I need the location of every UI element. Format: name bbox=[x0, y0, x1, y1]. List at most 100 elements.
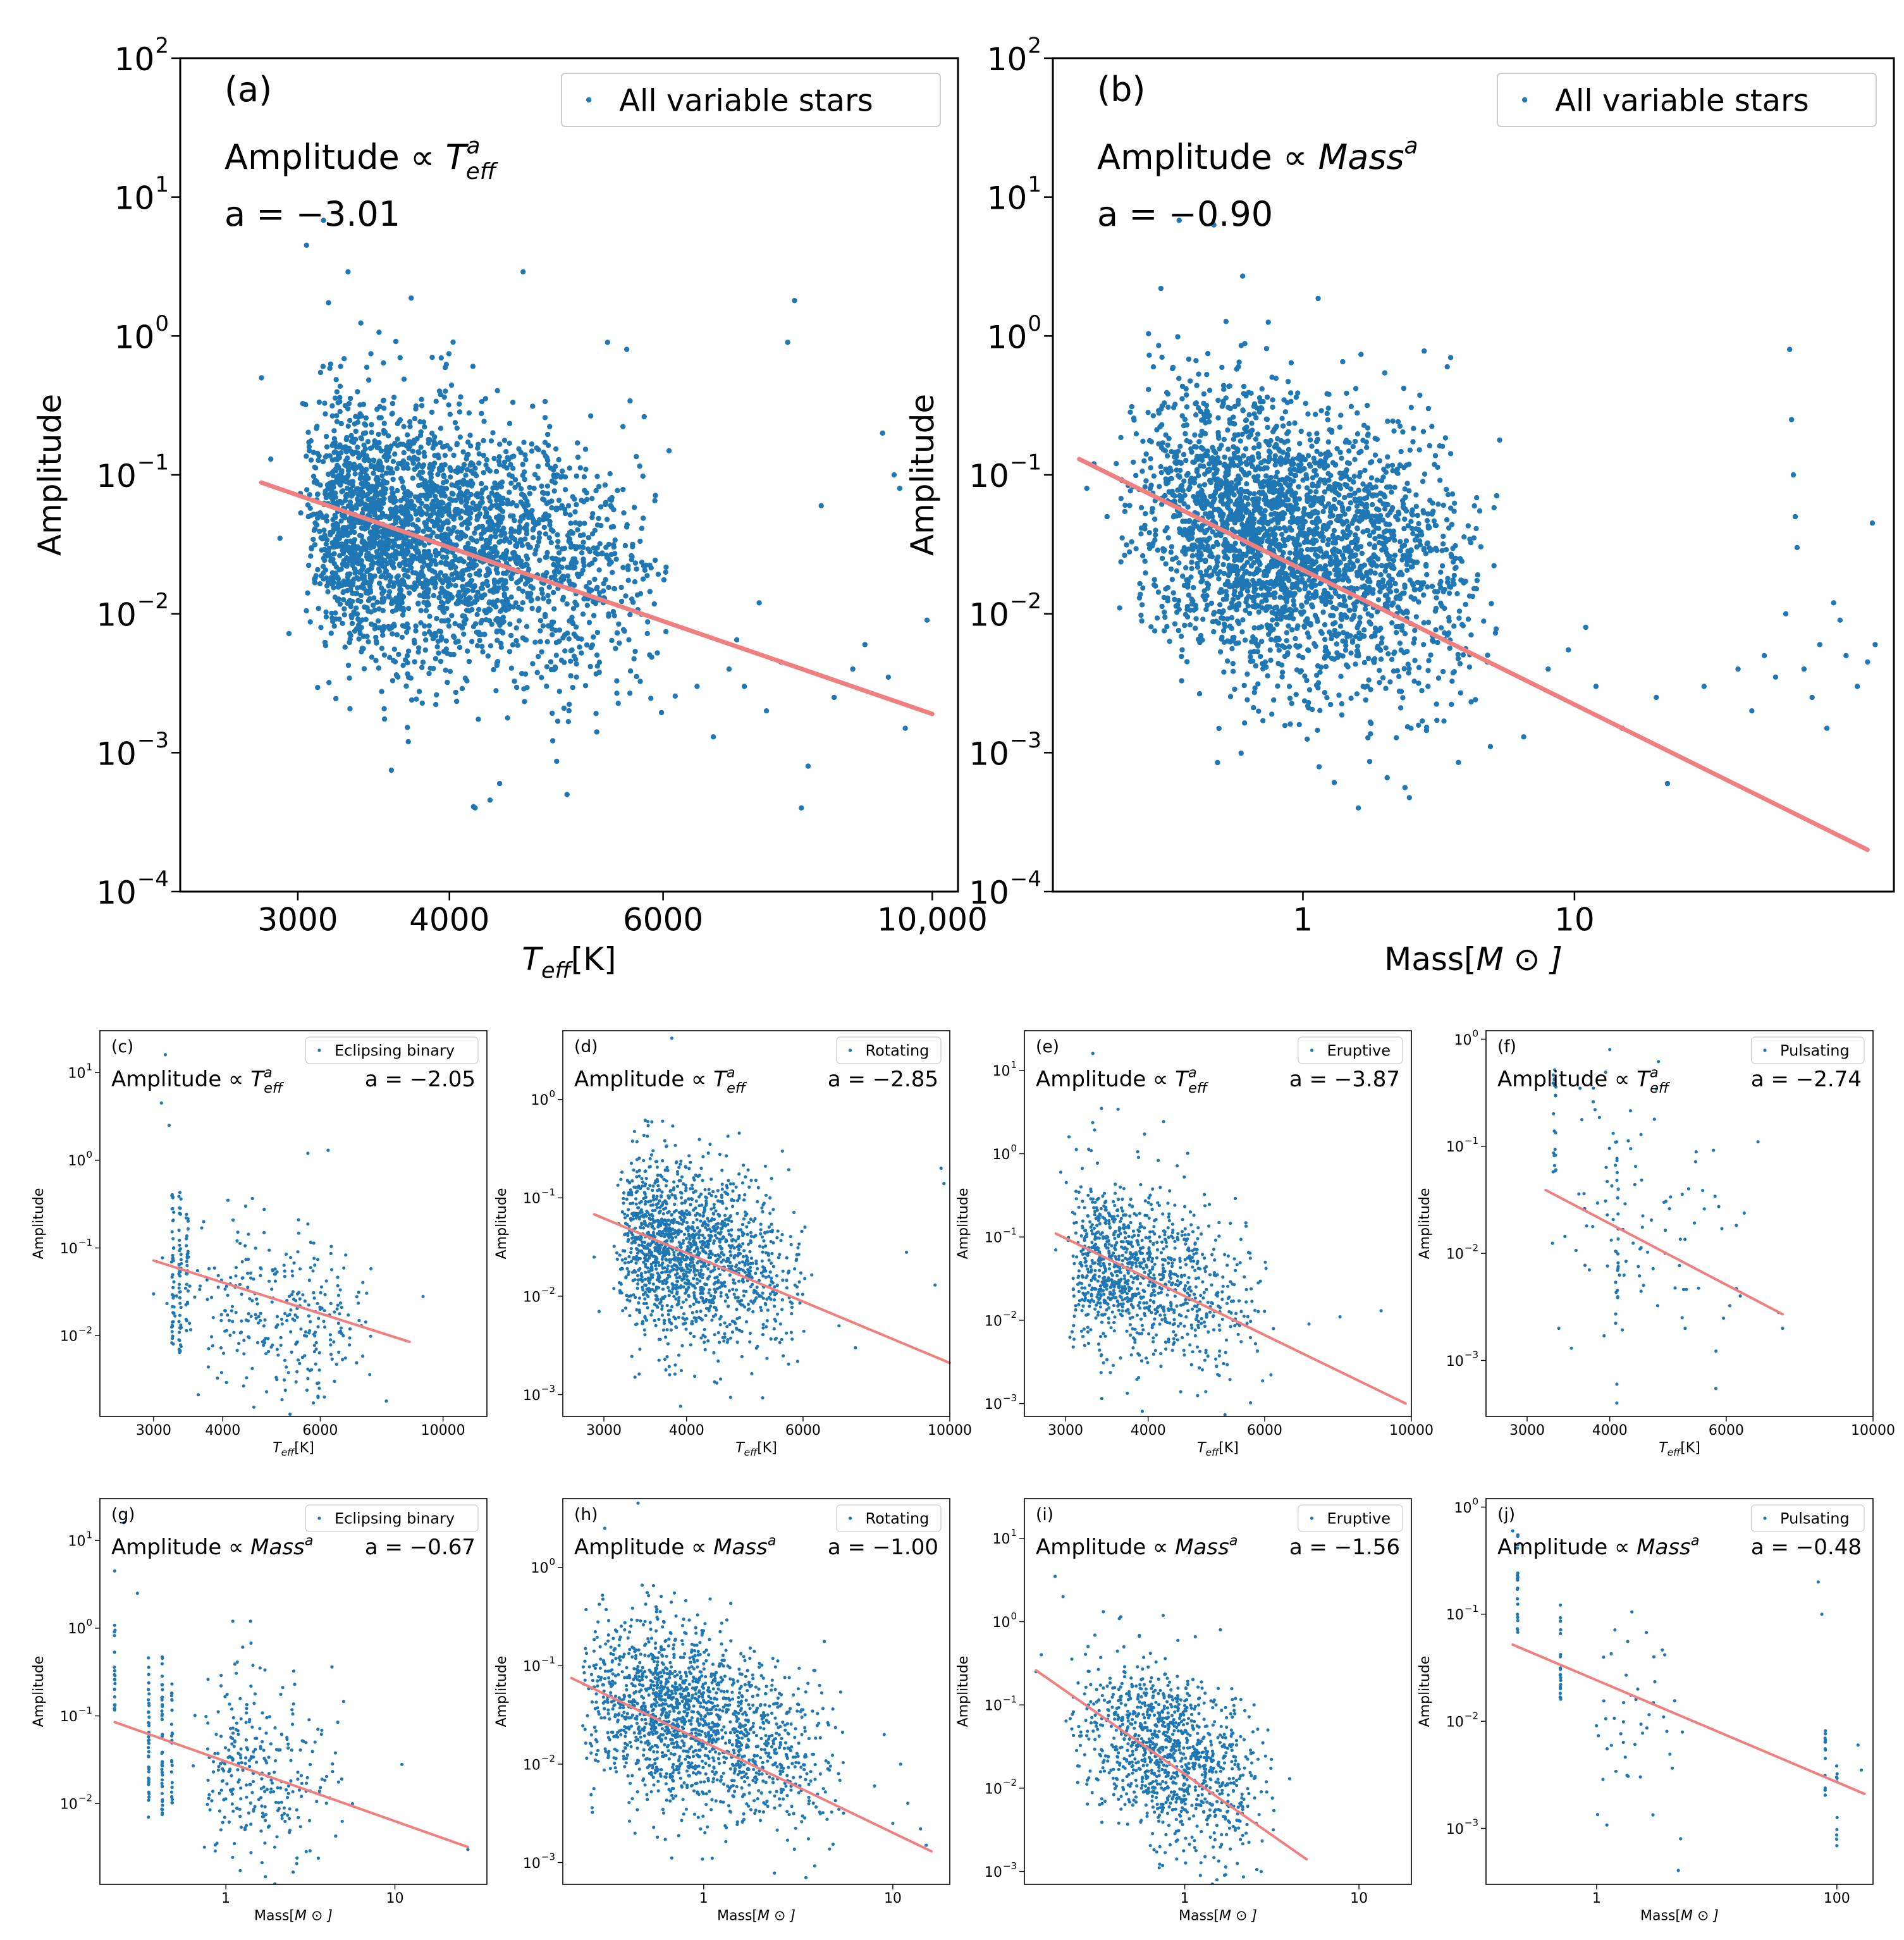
data-point bbox=[1256, 395, 1263, 401]
data-point bbox=[422, 593, 427, 599]
data-point bbox=[1152, 628, 1158, 634]
data-point bbox=[604, 552, 610, 558]
data-point bbox=[386, 514, 392, 520]
data-point bbox=[1241, 383, 1247, 390]
data-point bbox=[573, 624, 579, 630]
data-point bbox=[1214, 559, 1220, 565]
data-point bbox=[1455, 656, 1461, 661]
data-point bbox=[397, 602, 403, 608]
data-point bbox=[1311, 468, 1317, 474]
data-point bbox=[1227, 567, 1232, 572]
data-point bbox=[601, 588, 606, 594]
data-point bbox=[543, 511, 548, 517]
data-point bbox=[1440, 533, 1446, 539]
data-point bbox=[392, 659, 398, 665]
data-point bbox=[412, 415, 418, 422]
data-point bbox=[553, 446, 559, 452]
data-point bbox=[457, 556, 464, 562]
data-point bbox=[492, 480, 498, 486]
data-point bbox=[362, 524, 368, 530]
data-point bbox=[476, 460, 482, 466]
data-point bbox=[1451, 500, 1458, 506]
data-point bbox=[319, 547, 324, 553]
data-point bbox=[1386, 573, 1392, 579]
data-point bbox=[331, 469, 336, 474]
data-point bbox=[431, 510, 437, 516]
data-point bbox=[550, 632, 555, 637]
data-point bbox=[1267, 647, 1273, 653]
data-point bbox=[1393, 630, 1399, 635]
data-point bbox=[333, 377, 339, 383]
data-point bbox=[1365, 655, 1372, 661]
data-point bbox=[1259, 516, 1265, 522]
data-point bbox=[555, 539, 561, 544]
data-point bbox=[544, 462, 551, 468]
data-point bbox=[1328, 702, 1334, 708]
data-point bbox=[517, 524, 522, 530]
data-point bbox=[515, 482, 522, 488]
data-point bbox=[513, 543, 519, 549]
data-point bbox=[1243, 460, 1249, 465]
data-point bbox=[1146, 530, 1152, 536]
data-point bbox=[1381, 543, 1387, 549]
data-point bbox=[405, 606, 412, 611]
data-point bbox=[429, 568, 435, 574]
data-point bbox=[1293, 395, 1299, 400]
data-point bbox=[1276, 648, 1282, 653]
data-point bbox=[1133, 546, 1139, 551]
data-point bbox=[381, 496, 387, 501]
data-point bbox=[434, 484, 440, 489]
data-point bbox=[534, 543, 540, 549]
data-point bbox=[1266, 631, 1272, 637]
data-point bbox=[460, 477, 467, 483]
data-point bbox=[1291, 461, 1296, 467]
data-point bbox=[395, 674, 401, 680]
data-point bbox=[1423, 728, 1430, 734]
data-point bbox=[440, 500, 446, 506]
data-point bbox=[1253, 581, 1258, 587]
data-point bbox=[313, 573, 319, 579]
data-point bbox=[1399, 591, 1405, 596]
data-point bbox=[362, 421, 367, 427]
data-point bbox=[512, 678, 517, 684]
data-point bbox=[372, 607, 378, 613]
data-point bbox=[1256, 558, 1262, 564]
data-point bbox=[379, 556, 385, 562]
data-point bbox=[1397, 705, 1404, 711]
data-point bbox=[1273, 474, 1279, 480]
data-point bbox=[452, 420, 458, 426]
data-point bbox=[594, 729, 599, 735]
data-point bbox=[333, 490, 338, 496]
data-point bbox=[1331, 780, 1337, 785]
data-point bbox=[1468, 699, 1474, 705]
data-point bbox=[436, 465, 443, 472]
data-point bbox=[338, 421, 344, 427]
data-point bbox=[1272, 462, 1278, 468]
data-point bbox=[1133, 472, 1139, 479]
data-point bbox=[1181, 501, 1187, 506]
data-point bbox=[608, 497, 615, 503]
data-point bbox=[1315, 295, 1321, 302]
data-point bbox=[818, 503, 824, 508]
data-point bbox=[1439, 548, 1445, 553]
data-point bbox=[535, 596, 541, 601]
data-point bbox=[390, 597, 396, 603]
data-point bbox=[514, 503, 520, 509]
data-point bbox=[799, 805, 804, 811]
data-point bbox=[1445, 575, 1451, 581]
data-point bbox=[1140, 553, 1146, 559]
data-point bbox=[547, 424, 553, 429]
data-point bbox=[312, 464, 317, 470]
data-point bbox=[1413, 492, 1419, 498]
data-point bbox=[593, 488, 599, 494]
data-point bbox=[340, 533, 346, 539]
data-point bbox=[367, 488, 374, 493]
data-point bbox=[339, 468, 345, 474]
data-point bbox=[1416, 520, 1422, 527]
data-point bbox=[1201, 588, 1207, 594]
data-point bbox=[1368, 518, 1374, 524]
data-point bbox=[408, 498, 414, 504]
data-point bbox=[640, 576, 646, 582]
data-point bbox=[328, 491, 333, 497]
data-point bbox=[1389, 656, 1395, 663]
